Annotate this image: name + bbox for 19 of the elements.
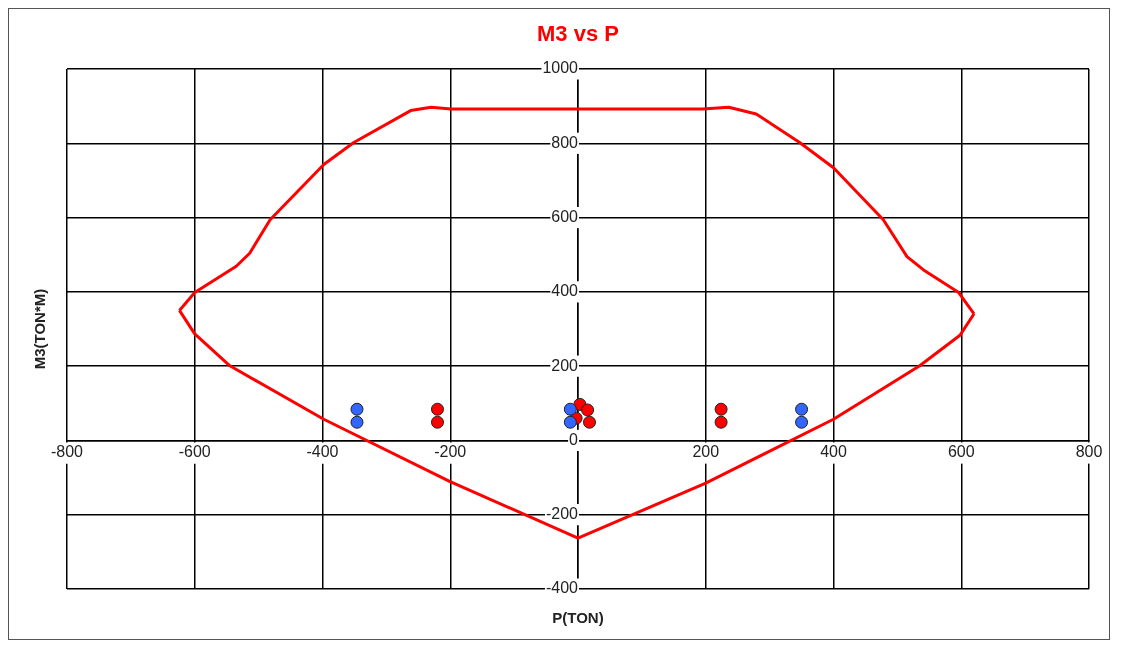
y-tick-label: -400 [545,579,579,597]
y-tick-label: 0 [569,430,579,448]
x-tick-label: -400 [306,443,339,461]
x-tick-label: 400 [820,443,847,461]
y-tick-label: 400 [551,282,579,300]
y-axis-title: M3(TON*M) [31,288,49,370]
x-tick-label: -600 [178,443,211,461]
y-tick-label: 800 [551,133,579,151]
x-tick-label: 200 [692,443,720,461]
y-tick-label: -200 [545,505,579,523]
x-tick-label: 600 [947,443,975,461]
y-tick-label: 200 [551,356,579,374]
x-tick-label: -800 [50,443,84,461]
y-tick-label: 600 [551,207,579,225]
chart-title: M3 vs P [537,21,619,47]
x-axis-title: P(TON) [552,609,604,627]
x-tick-label: 800 [1075,443,1103,461]
x-tick-label: -200 [434,443,467,461]
y-tick-label: 1000 [542,59,579,77]
